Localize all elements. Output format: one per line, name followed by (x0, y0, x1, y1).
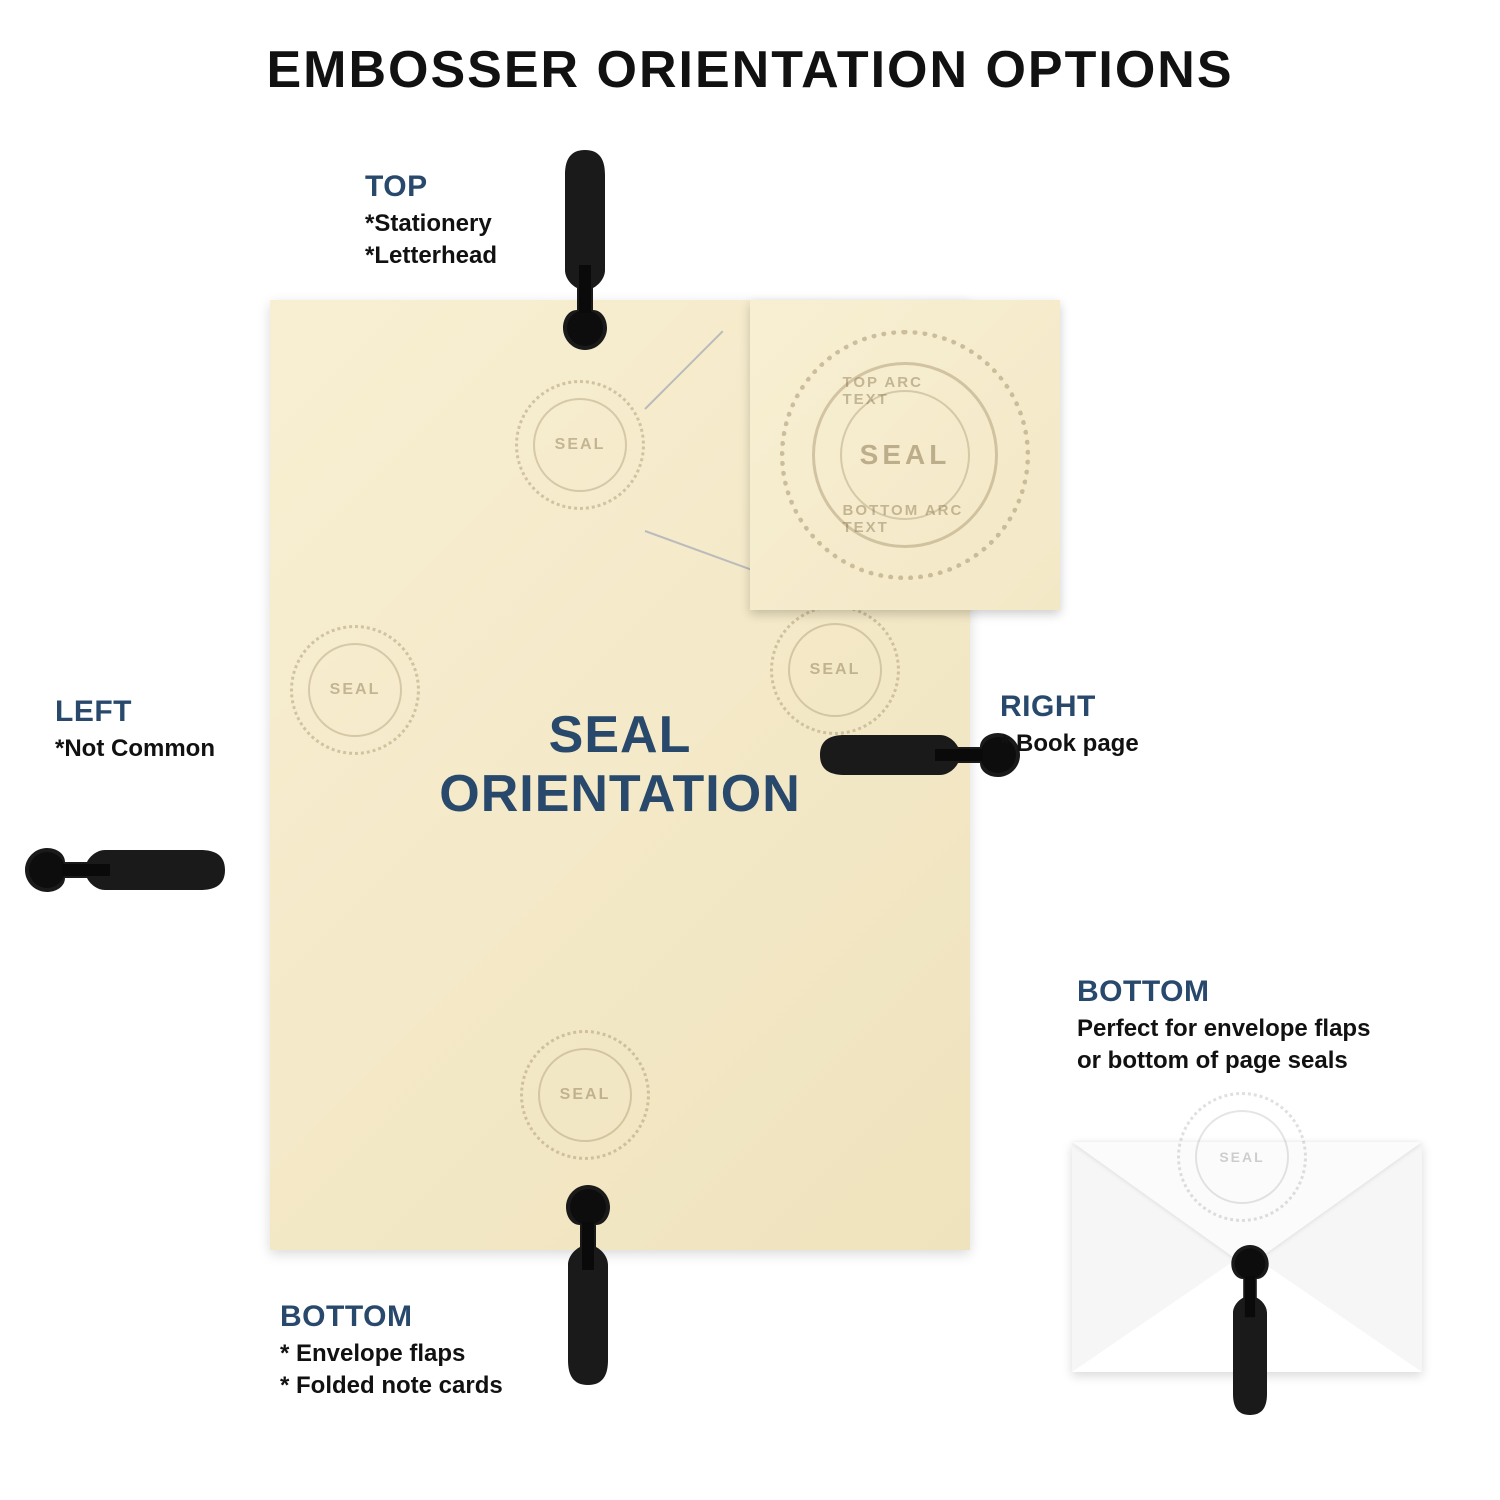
seal-imprint-right: SEAL (770, 605, 900, 735)
center-line-2: ORIENTATION (439, 766, 801, 824)
label-bottom-title: BOTTOM (280, 1300, 503, 1334)
label-bottom-line-2: * Folded note cards (280, 1370, 503, 1402)
seal-word: SEAL (1219, 1149, 1264, 1165)
label-left-title: LEFT (55, 695, 215, 729)
embosser-bottom (558, 1185, 618, 1385)
label-top: TOP *Stationery *Letterhead (365, 170, 497, 273)
embosser-icon (25, 840, 225, 900)
seal-word: SEAL (330, 681, 381, 699)
seal-word: SEAL (560, 1086, 611, 1104)
seal-arc-top: TOP ARC TEXT (843, 374, 968, 408)
label-left: LEFT *Not Common (55, 695, 215, 765)
label-top-line-1: *Stationery (365, 208, 497, 240)
label-bottom-detail-title: BOTTOM (1077, 975, 1447, 1009)
embosser-icon (558, 1185, 618, 1385)
embosser-top (555, 150, 615, 350)
page-title: EMBOSSER ORIENTATION OPTIONS (0, 40, 1500, 100)
label-left-line-1: *Not Common (55, 733, 215, 765)
label-bottom: BOTTOM * Envelope flaps * Folded note ca… (280, 1300, 503, 1403)
label-bottom-detail-line-1: Perfect for envelope flaps (1077, 1013, 1447, 1045)
label-right-line-1: * Book page (1000, 728, 1139, 760)
seal-zoom-imprint: TOP ARC TEXT SEAL BOTTOM ARC TEXT (780, 330, 1030, 580)
label-bottom-detail: BOTTOM Perfect for envelope flaps or bot… (1077, 975, 1447, 1078)
envelope-seal-imprint: SEAL (1177, 1092, 1307, 1222)
paper-center-text: SEAL ORIENTATION (439, 706, 801, 826)
label-bottom-line-1: * Envelope flaps (280, 1338, 503, 1370)
label-right-title: RIGHT (1000, 690, 1139, 724)
seal-arc-bottom: BOTTOM ARC TEXT (843, 502, 968, 536)
seal-zoom-panel: TOP ARC TEXT SEAL BOTTOM ARC TEXT (750, 300, 1060, 610)
label-right: RIGHT * Book page (1000, 690, 1139, 760)
embosser-right (820, 725, 1020, 785)
center-line-1: SEAL (549, 706, 692, 764)
seal-word: SEAL (555, 436, 606, 454)
seal-imprint-top: SEAL (515, 380, 645, 510)
label-top-line-2: *Letterhead (365, 240, 497, 272)
embosser-icon (820, 725, 1020, 785)
embosser-icon (555, 150, 615, 350)
seal-word: SEAL (810, 661, 861, 679)
seal-imprint-bottom: SEAL (520, 1030, 650, 1160)
label-top-title: TOP (365, 170, 497, 204)
embosser-icon (1225, 1245, 1276, 1415)
embosser-envelope (1225, 1245, 1276, 1415)
label-bottom-detail-line-2: or bottom of page seals (1077, 1045, 1447, 1077)
seal-imprint-left: SEAL (290, 625, 420, 755)
embosser-left (25, 840, 225, 900)
seal-center-word: SEAL (860, 439, 951, 471)
